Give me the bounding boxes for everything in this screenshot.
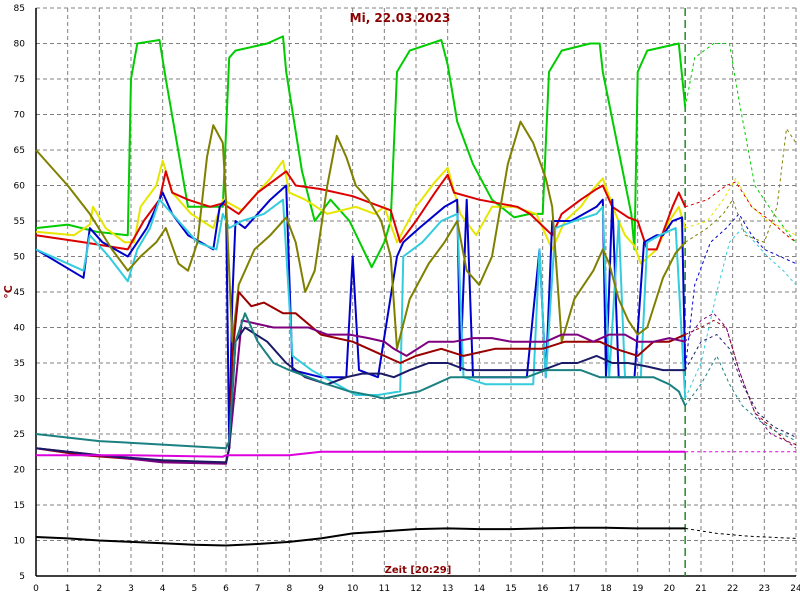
- x-tick-label: 24: [790, 584, 800, 594]
- series-forecast-line-15: [684, 312, 797, 449]
- series-forecast-line-17: [684, 334, 797, 439]
- y-tick-label: 65: [14, 146, 25, 156]
- x-tick-label: 22: [727, 584, 738, 594]
- y-tick-label: 35: [14, 359, 25, 369]
- x-tick-label: 16: [537, 584, 549, 594]
- x-tick-label: 15: [505, 584, 516, 594]
- x-tick-label: 11: [379, 584, 390, 594]
- tick-labels: 0 1 2 3 4 5 6 7 8 9 10 11 12 13 14 15 16 17 18 19 20 21 22 23 24…: [14, 4, 800, 594]
- axes: [35, 8, 796, 577]
- x-tick-label: 4: [160, 584, 166, 594]
- x-tick-label: 13: [442, 584, 453, 594]
- series-line-18: [35, 312, 687, 450]
- y-tick-label: 15: [14, 501, 25, 511]
- y-tick-label: 10: [14, 537, 26, 547]
- x-tick-label: 21: [695, 584, 706, 594]
- y-tick-label: 55: [14, 217, 25, 227]
- x-tick-label: 0: [33, 584, 39, 594]
- series-forecast-line-11: [684, 128, 797, 243]
- x-tick-label: 19: [632, 584, 644, 594]
- x-tick-label: 5: [191, 584, 197, 594]
- chart-title: Mi, 22.03.2023: [350, 11, 451, 25]
- series-line-10: [35, 120, 686, 350]
- x-tick-label: 12: [410, 584, 421, 594]
- series-line-0: [35, 35, 687, 269]
- y-tick-label: 75: [14, 75, 25, 85]
- series-line-6: [35, 184, 687, 450]
- series-forecast-line-23: [685, 527, 797, 539]
- x-tick-label: 7: [255, 584, 261, 594]
- series-layer: [35, 35, 797, 547]
- y-tick-label: 20: [14, 466, 26, 476]
- x-tick-label: 14: [474, 584, 486, 594]
- x-tick-label: 18: [600, 584, 612, 594]
- y-tick-label: 80: [14, 40, 26, 50]
- series-line-12: [35, 291, 686, 464]
- y-tick-label: 60: [14, 182, 26, 192]
- x-tick-label: 17: [569, 584, 580, 594]
- y-tick-label: 45: [14, 288, 25, 298]
- x-axis-label: Zeit [20:29]: [385, 565, 452, 576]
- x-tick-label: 6: [223, 584, 229, 594]
- x-tick-label: 10: [347, 584, 359, 594]
- x-tick-label: 8: [286, 584, 292, 594]
- series-line-14: [35, 319, 686, 465]
- y-axis-label: °C: [2, 285, 15, 299]
- series-forecast-line-13: [684, 319, 797, 446]
- series-forecast-line-1: [684, 43, 797, 243]
- series-forecast-line-19: [684, 355, 797, 442]
- y-tick-label: 5: [19, 572, 25, 582]
- y-tick-label: 70: [14, 111, 26, 121]
- y-tick-label: 40: [14, 324, 26, 334]
- x-tick-label: 20: [664, 584, 676, 594]
- series-forecast-line-9: [684, 227, 797, 399]
- y-tick-label: 25: [14, 430, 25, 440]
- x-tick-label: 23: [759, 584, 770, 594]
- x-tick-label: 3: [128, 584, 134, 594]
- series-line-4: [35, 170, 687, 251]
- x-tick-label: 9: [318, 584, 324, 594]
- series-line-8: [35, 198, 687, 399]
- series-forecast-line-5: [685, 181, 797, 243]
- series-line-22: [35, 526, 686, 547]
- y-tick-label: 50: [14, 253, 26, 263]
- y-tick-label: 85: [14, 4, 25, 14]
- series-forecast-line-3: [685, 177, 797, 236]
- x-tick-label: 2: [96, 584, 102, 594]
- x-tick-label: 1: [65, 584, 71, 594]
- y-tick-label: 30: [14, 395, 26, 405]
- series-line-20: [36, 450, 686, 458]
- grid: [36, 7, 797, 576]
